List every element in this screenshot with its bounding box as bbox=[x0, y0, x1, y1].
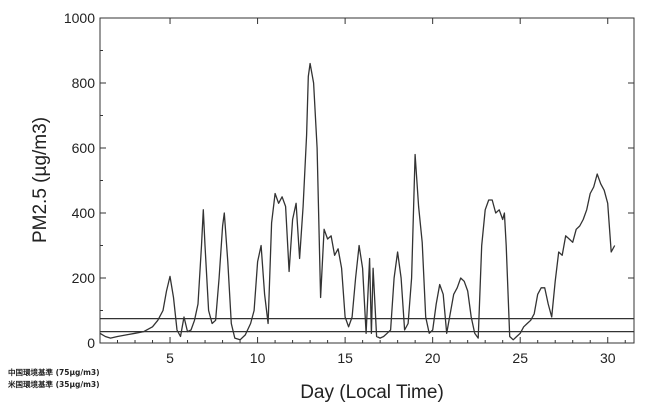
pm25-series-line bbox=[99, 62, 616, 341]
y-tick-label: 400 bbox=[72, 205, 96, 221]
y-tick-label: 200 bbox=[72, 270, 96, 286]
y-tick-label: 0 bbox=[87, 335, 95, 351]
series-layer bbox=[99, 62, 616, 341]
y-tick-label: 800 bbox=[72, 75, 96, 91]
x-tick-label: 30 bbox=[600, 350, 616, 366]
x-tick-label: 15 bbox=[337, 350, 353, 366]
x-tick-label: 5 bbox=[166, 350, 174, 366]
y-tick-label: 600 bbox=[72, 140, 96, 156]
y-axis-title: PM2.5 (µg/m3) bbox=[30, 117, 51, 243]
x-tick-label: 10 bbox=[250, 350, 266, 366]
legend-china-standard: 中国環境基準 (75µg/m3) bbox=[8, 367, 100, 377]
y-axis: 0 200 400 600 800 1000 bbox=[64, 10, 634, 351]
x-tick-label: 25 bbox=[512, 350, 528, 366]
x-tick-label: 20 bbox=[425, 350, 441, 366]
y-tick-label: 1000 bbox=[64, 10, 95, 26]
x-axis: 5 10 15 20 25 30 bbox=[117, 18, 626, 366]
x-axis-title: Day (Local Time) bbox=[300, 382, 444, 403]
legend-us-standard: 米国環境基準 (35µg/m3) bbox=[8, 379, 100, 389]
